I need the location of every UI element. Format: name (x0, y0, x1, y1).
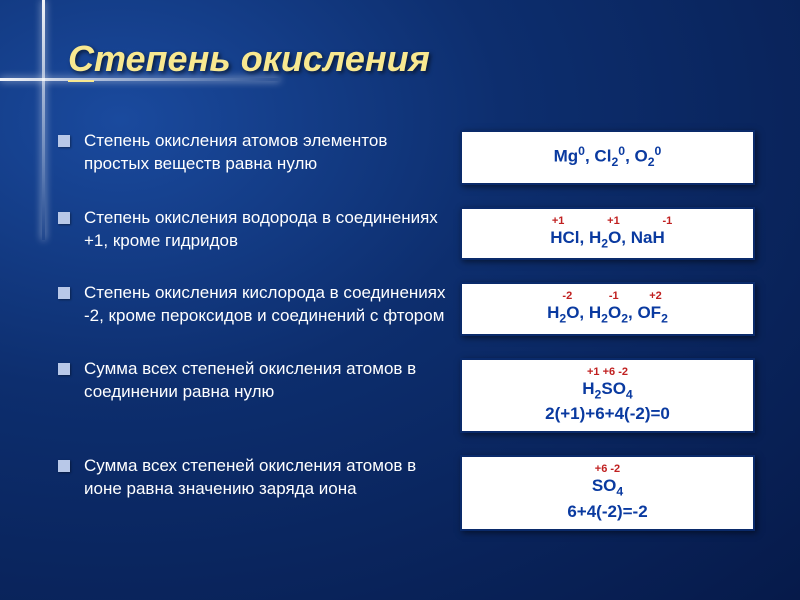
formula-charges: +6 -2 (466, 463, 749, 475)
bullet-square-icon (58, 212, 70, 224)
bullet-square-icon (58, 135, 70, 147)
formula-box-2: +1 +1 -1 HCl, H2O, NaH (460, 207, 755, 260)
bullet-square-icon (58, 287, 70, 299)
content-area: Степень окисления атомов элементов прост… (58, 130, 758, 531)
formula-box-5: +6 -2 SO46+4(-2)=-2 (460, 455, 755, 530)
row-2: Степень окисления водорода в соединениях… (58, 207, 758, 260)
formula-main: HCl, H2O, NaH (466, 227, 749, 252)
bullet-item: Степень окисления кислорода в соединения… (58, 282, 448, 328)
flare-vertical (42, 0, 45, 240)
bullet-text: Сумма всех степеней окисления атомов в с… (84, 358, 448, 404)
row-1: Степень окисления атомов элементов прост… (58, 130, 758, 185)
title-rest: тепень окисления (94, 38, 430, 79)
formula-box-1: Mg0, Cl20, O20 (460, 130, 755, 185)
formula-charges: -2 -1 +2 (466, 290, 749, 302)
page-title: Степень окисления (68, 38, 430, 80)
bullet-text: Степень окисления кислорода в соединения… (84, 282, 448, 328)
title-first-letter: С (68, 38, 94, 82)
row-3: Степень окисления кислорода в соединения… (58, 282, 758, 335)
bullet-item: Сумма всех степеней окисления атомов в и… (58, 455, 448, 501)
formula-box-3: -2 -1 +2 H2O, H2O2, OF2 (460, 282, 755, 335)
row-5: Сумма всех степеней окисления атомов в и… (58, 455, 758, 530)
bullet-item: Сумма всех степеней окисления атомов в с… (58, 358, 448, 404)
formula-main: H2O, H2O2, OF2 (466, 302, 749, 327)
bullet-text: Сумма всех степеней окисления атомов в и… (84, 455, 448, 501)
bullet-text: Степень окисления атомов элементов прост… (84, 130, 448, 176)
bullet-item: Степень окисления атомов элементов прост… (58, 130, 448, 176)
formula-charges: +1 +6 -2 (466, 366, 749, 378)
formula-main: Mg0, Cl20, O20 (466, 144, 749, 171)
formula-main: SO46+4(-2)=-2 (466, 475, 749, 522)
formula-main: H2SO42(+1)+6+4(-2)=0 (466, 378, 749, 425)
row-4: Сумма всех степеней окисления атомов в с… (58, 358, 758, 433)
bullet-square-icon (58, 363, 70, 375)
formula-box-4: +1 +6 -2 H2SO42(+1)+6+4(-2)=0 (460, 358, 755, 433)
formula-charges: +1 +1 -1 (466, 215, 749, 227)
bullet-square-icon (58, 460, 70, 472)
bullet-item: Степень окисления водорода в соединениях… (58, 207, 448, 253)
bullet-text: Степень окисления водорода в соединениях… (84, 207, 448, 253)
